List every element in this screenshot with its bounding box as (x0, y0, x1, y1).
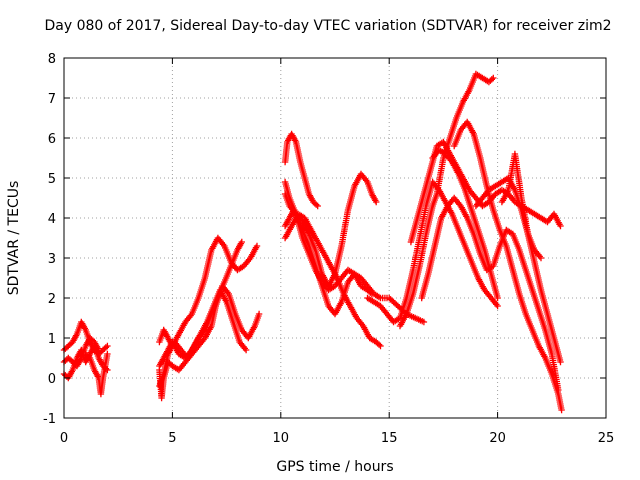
data-point (373, 198, 380, 206)
y-tick-label: 6 (48, 132, 56, 147)
x-axis-label: GPS time / hours (276, 459, 393, 475)
data-series (281, 210, 384, 350)
y-tick-label: -1 (43, 412, 56, 427)
y-tick-label: 4 (48, 212, 56, 227)
data-point (85, 353, 92, 360)
data-series (156, 286, 250, 390)
data-series (429, 146, 501, 302)
data-point (95, 346, 102, 354)
data-series (418, 194, 562, 394)
plot-frame (63, 57, 607, 419)
y-tick-label: 2 (48, 292, 56, 307)
data-points (60, 70, 565, 414)
data-point (558, 406, 565, 414)
data-series (60, 318, 111, 358)
x-tick-label: 25 (598, 431, 615, 446)
x-tick-label: 0 (60, 431, 68, 446)
data-point (104, 342, 111, 350)
data-point (242, 346, 250, 354)
x-tick-label: 10 (273, 431, 290, 446)
data-point (557, 222, 564, 230)
y-tick-label: 8 (48, 52, 56, 67)
data-point (537, 254, 545, 262)
data-point (494, 302, 501, 310)
data-series (82, 350, 111, 398)
data-series (281, 130, 321, 210)
data-point (314, 202, 321, 210)
y-tick-label: 7 (48, 92, 56, 107)
y-axis-label: SDTVAR / TECUs (6, 181, 22, 296)
data-series (156, 234, 261, 350)
data-point (253, 242, 261, 250)
data-series (364, 178, 501, 326)
data-point (255, 310, 263, 318)
grid (64, 58, 606, 418)
data-point (420, 318, 428, 326)
x-tick-label: 15 (381, 431, 398, 446)
y-tick-label: 5 (48, 172, 56, 187)
data-point (557, 358, 564, 366)
data-point (238, 238, 245, 246)
x-tick-label: 20 (489, 431, 506, 446)
data-point (375, 341, 383, 348)
data-point (104, 350, 111, 358)
data-series (472, 174, 545, 262)
x-tick-label: 5 (168, 431, 176, 446)
axis-ticks: 0 5 10 15 20 25 -1 0 1 2 3 4 5 6 7 8 (43, 52, 614, 446)
data-series (281, 178, 428, 326)
chart-title: Day 080 of 2017, Sidereal Day-to-day VTE… (45, 18, 612, 34)
data-point (494, 294, 501, 302)
y-tick-label: 3 (48, 252, 56, 267)
y-tick-label: 0 (48, 372, 56, 387)
data-series (451, 118, 565, 414)
data-point (377, 342, 384, 350)
y-tick-label: 1 (48, 332, 56, 347)
data-series (396, 70, 497, 330)
data-series (60, 334, 102, 370)
data-point (490, 74, 497, 82)
